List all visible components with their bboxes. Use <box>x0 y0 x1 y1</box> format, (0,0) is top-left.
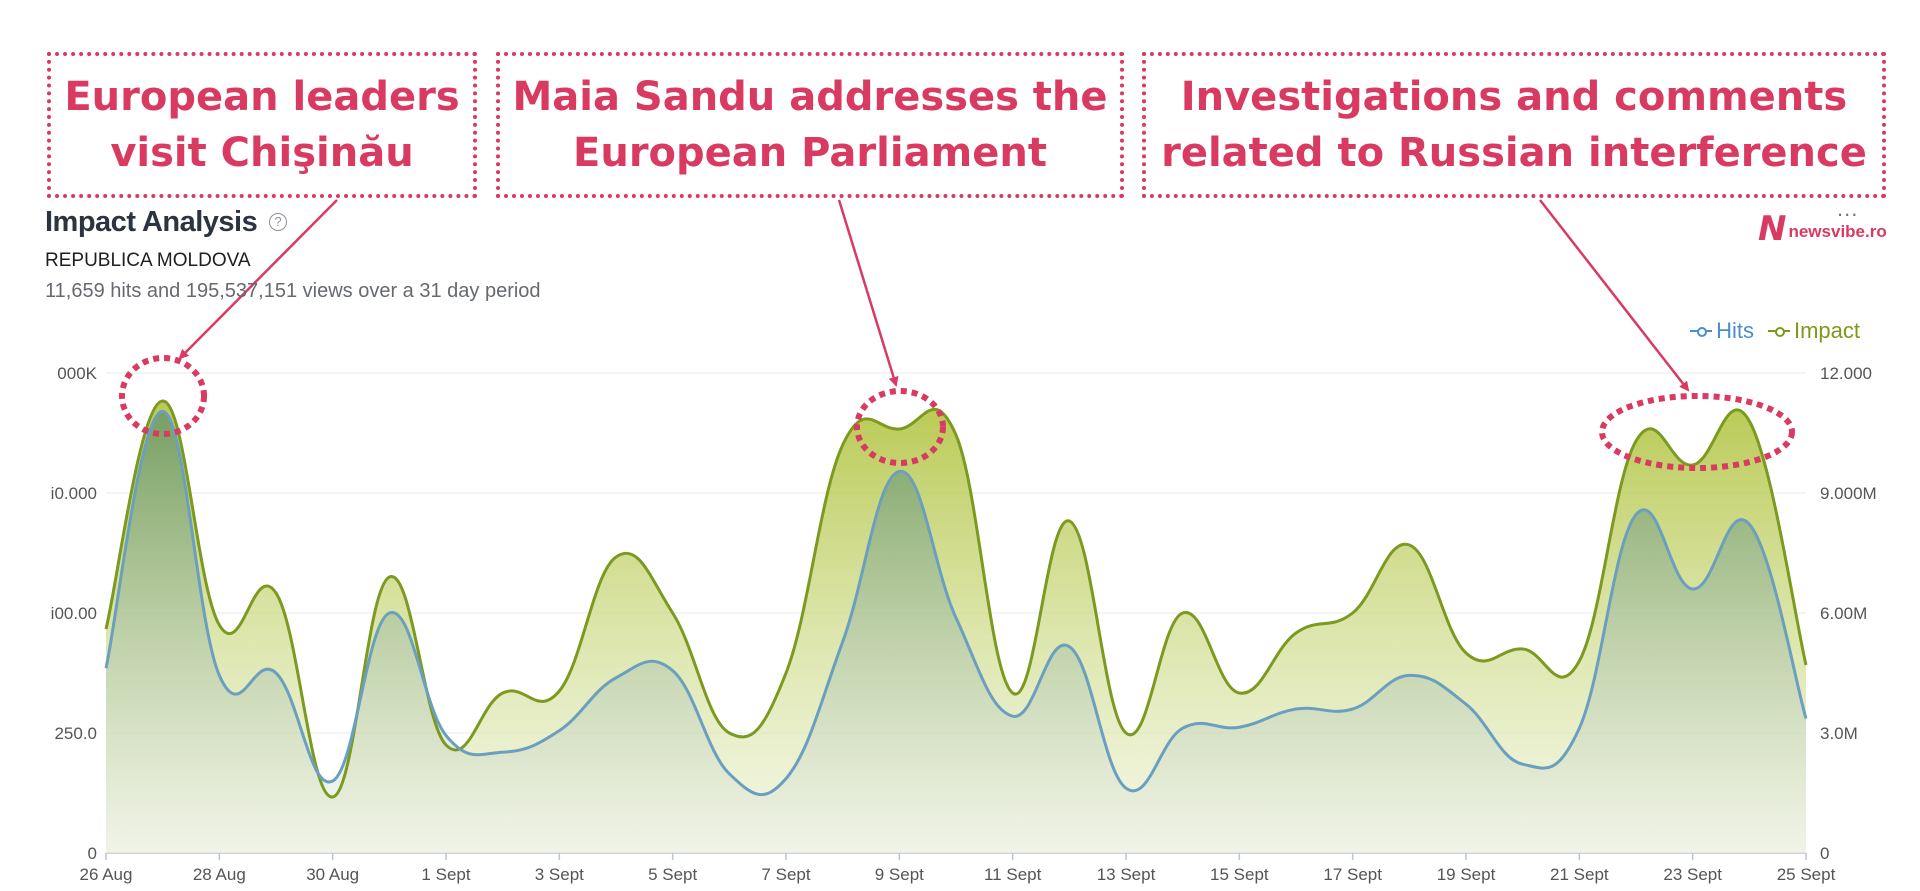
x-tick-label: 19 Sept <box>1437 865 1496 884</box>
hits-line[interactable] <box>104 409 1808 797</box>
right-tick-label: 0 <box>1820 844 1829 863</box>
x-tick-label: 23 Sept <box>1663 865 1722 884</box>
callout-european-leaders: European leaders visit Chişinău <box>47 52 477 198</box>
x-axis: 26 Aug 28 Aug 30 Aug 1 Sept 3 Sept 5 Sept 7 Se… <box>80 853 1836 884</box>
chart-title: Impact Analysis <box>45 206 258 238</box>
annotation-arrow <box>837 199 899 387</box>
annotation-arrow <box>178 199 338 360</box>
annotation-arrow <box>1539 199 1690 392</box>
x-tick-label: 11 Sept <box>984 865 1042 884</box>
x-tick-label: 17 Sept <box>1323 865 1382 884</box>
x-tick-label: 3 Sept <box>535 865 584 884</box>
country-label: REPUBLICA MOLDOVA <box>45 250 251 271</box>
x-tick-label: 7 Sept <box>761 865 810 884</box>
left-tick-label: i00.00 <box>51 604 97 623</box>
left-tick-label: 000K <box>57 364 97 383</box>
hits-area <box>106 411 1806 853</box>
x-tick-label: 28 Aug <box>193 865 246 884</box>
left-tick-label: 0 <box>88 844 97 863</box>
logo-mark: N <box>1758 209 1787 249</box>
x-tick-label: 15 Sept <box>1210 865 1269 884</box>
left-tick-label: 250.0 <box>54 724 97 743</box>
logo-text: newsvibe.ro <box>1788 222 1887 241</box>
right-tick-label: 12.000 <box>1820 364 1872 383</box>
annotations <box>119 199 1795 471</box>
more-options-icon[interactable]: ... <box>1837 196 1859 221</box>
highlight-ellipse <box>854 388 946 466</box>
newsvibe-logo: N newsvibe.ro <box>1758 212 1887 246</box>
callout-text: European leaders visit Chişinău <box>64 74 460 176</box>
help-icon[interactable]: ? <box>269 213 287 231</box>
left-axis-ticks: 0 250.0 i00.00 i0.000 000K <box>51 364 98 863</box>
x-tick-label: 25 Sept <box>1777 865 1836 884</box>
x-tick-label: 9 Sept <box>875 865 924 884</box>
summary-text: 11,659 hits and 195,537,151 views over a… <box>45 280 541 302</box>
legend-item-hits[interactable]: Hits <box>1690 318 1754 344</box>
x-tick-label: 5 Sept <box>648 865 697 884</box>
highlight-ellipse <box>119 355 207 437</box>
series-lines <box>104 399 1808 799</box>
callout-text: Maia Sandu addresses the European Parlia… <box>512 74 1108 176</box>
x-tick-label: 26 Aug <box>80 865 133 884</box>
line-circle-icon <box>1690 326 1713 337</box>
x-tick-label: 1 Sept <box>421 865 470 884</box>
callout-maia-sandu: Maia Sandu addresses the European Parlia… <box>496 52 1124 198</box>
line-circle-icon <box>1767 326 1790 337</box>
right-tick-label: 6.00M <box>1820 604 1867 623</box>
legend-item-impact[interactable]: Impact <box>1767 318 1860 344</box>
x-tick-label: 21 Sept <box>1550 865 1609 884</box>
right-axis-ticks: 0 3.0M 6.00M 9.000M 12.000 <box>1820 364 1877 863</box>
legend-label-impact: Impact <box>1793 318 1860 343</box>
legend: Hits Impact <box>1690 318 1860 344</box>
impact-line[interactable] <box>104 399 1808 799</box>
right-tick-label: 3.0M <box>1820 724 1858 743</box>
series-areas <box>106 400 1806 853</box>
x-tick-label: 30 Aug <box>306 865 359 884</box>
highlight-ellipse <box>1599 393 1795 471</box>
legend-label-hits: Hits <box>1716 318 1754 343</box>
x-tick-label: 13 Sept <box>1097 865 1156 884</box>
right-tick-label: 9.000M <box>1820 484 1877 503</box>
callout-russian-interference: Investigations and comments related to R… <box>1142 52 1886 198</box>
left-tick-label: i0.000 <box>51 484 97 503</box>
callout-text: Investigations and comments related to R… <box>1161 74 1867 176</box>
